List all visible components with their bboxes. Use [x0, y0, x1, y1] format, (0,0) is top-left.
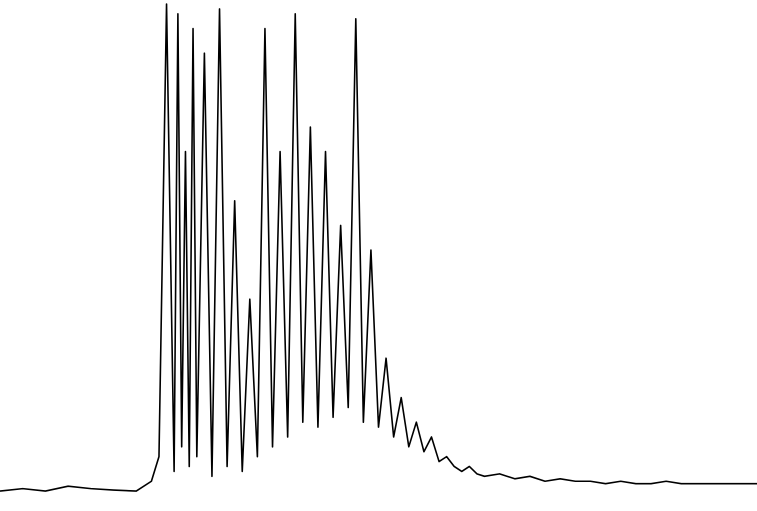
spectrum-line [0, 3, 757, 492]
